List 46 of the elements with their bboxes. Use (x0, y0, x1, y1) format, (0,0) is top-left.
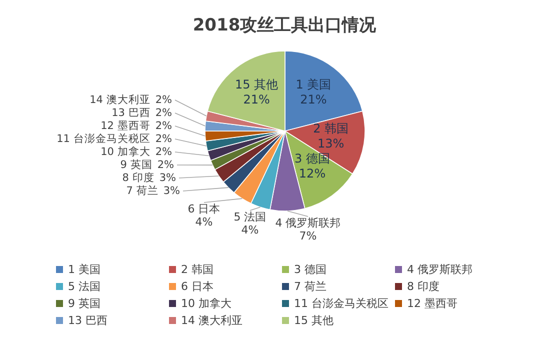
slice-label: 2 韩国 (313, 121, 349, 136)
legend-label: 2 韩国 (181, 262, 214, 277)
slice-label: 10 加拿大 (100, 144, 150, 158)
slice-label: 1 美国 (296, 77, 332, 92)
legend-label: 14 澳大利亚 (181, 313, 242, 328)
slice-label: 9 英国 (120, 158, 152, 171)
legend-label: 10 加拿大 (181, 296, 232, 311)
data-label: 4% (195, 216, 213, 229)
legend-label: 15 其他 (294, 313, 334, 328)
data-label: 2% (155, 94, 172, 106)
legend-label: 7 荷兰 (294, 279, 326, 294)
legend-label: 13 巴西 (68, 313, 108, 328)
slice-label: 13 巴西 (112, 106, 150, 119)
data-label: 7% (299, 230, 317, 243)
slice-label: 11 台澎金马关税区 (56, 132, 150, 145)
slice-label: 4 俄罗斯联邦 (275, 216, 341, 230)
data-label: 2% (157, 158, 174, 171)
slice-label: 14 澳大利亚 (90, 92, 150, 106)
slice-label: 8 印度 (122, 170, 154, 184)
legend-label: 3 德国 (294, 262, 326, 277)
data-label: 2% (155, 146, 172, 158)
data-label: 13% (317, 136, 344, 150)
data-label: 3% (163, 184, 180, 197)
data-label: 21% (300, 92, 327, 106)
legend-label: 9 英国 (68, 296, 100, 311)
data-label: 2% (155, 132, 172, 145)
chart-title: 2018攻丝工具出口情况 (192, 16, 378, 36)
slice-label: 7 荷兰 (126, 184, 158, 197)
legend-label: 4 俄罗斯联邦 (407, 262, 472, 277)
legend-label: 6 日本 (181, 279, 214, 294)
legend-label: 11 台澎金马关税区 (294, 296, 388, 311)
legend-label: 8 印度 (407, 279, 440, 294)
slice-label: 15 其他 (235, 77, 278, 92)
data-label: 3% (159, 172, 176, 184)
data-label: 21% (243, 92, 270, 106)
slice-label: 6 日本 (188, 202, 220, 216)
data-label: 2% (155, 120, 172, 132)
slice-label: 3 德国 (294, 152, 330, 166)
slice-label: 5 法国 (234, 210, 266, 224)
legend-label: 1 美国 (68, 262, 100, 277)
legend-label: 12 墨西哥 (407, 296, 458, 311)
slice-label: 12 墨西哥 (100, 120, 150, 132)
data-label: 2% (155, 106, 172, 119)
data-label: 4% (241, 224, 259, 237)
data-label: 12% (298, 166, 326, 181)
legend-label: 5 法国 (68, 279, 100, 294)
